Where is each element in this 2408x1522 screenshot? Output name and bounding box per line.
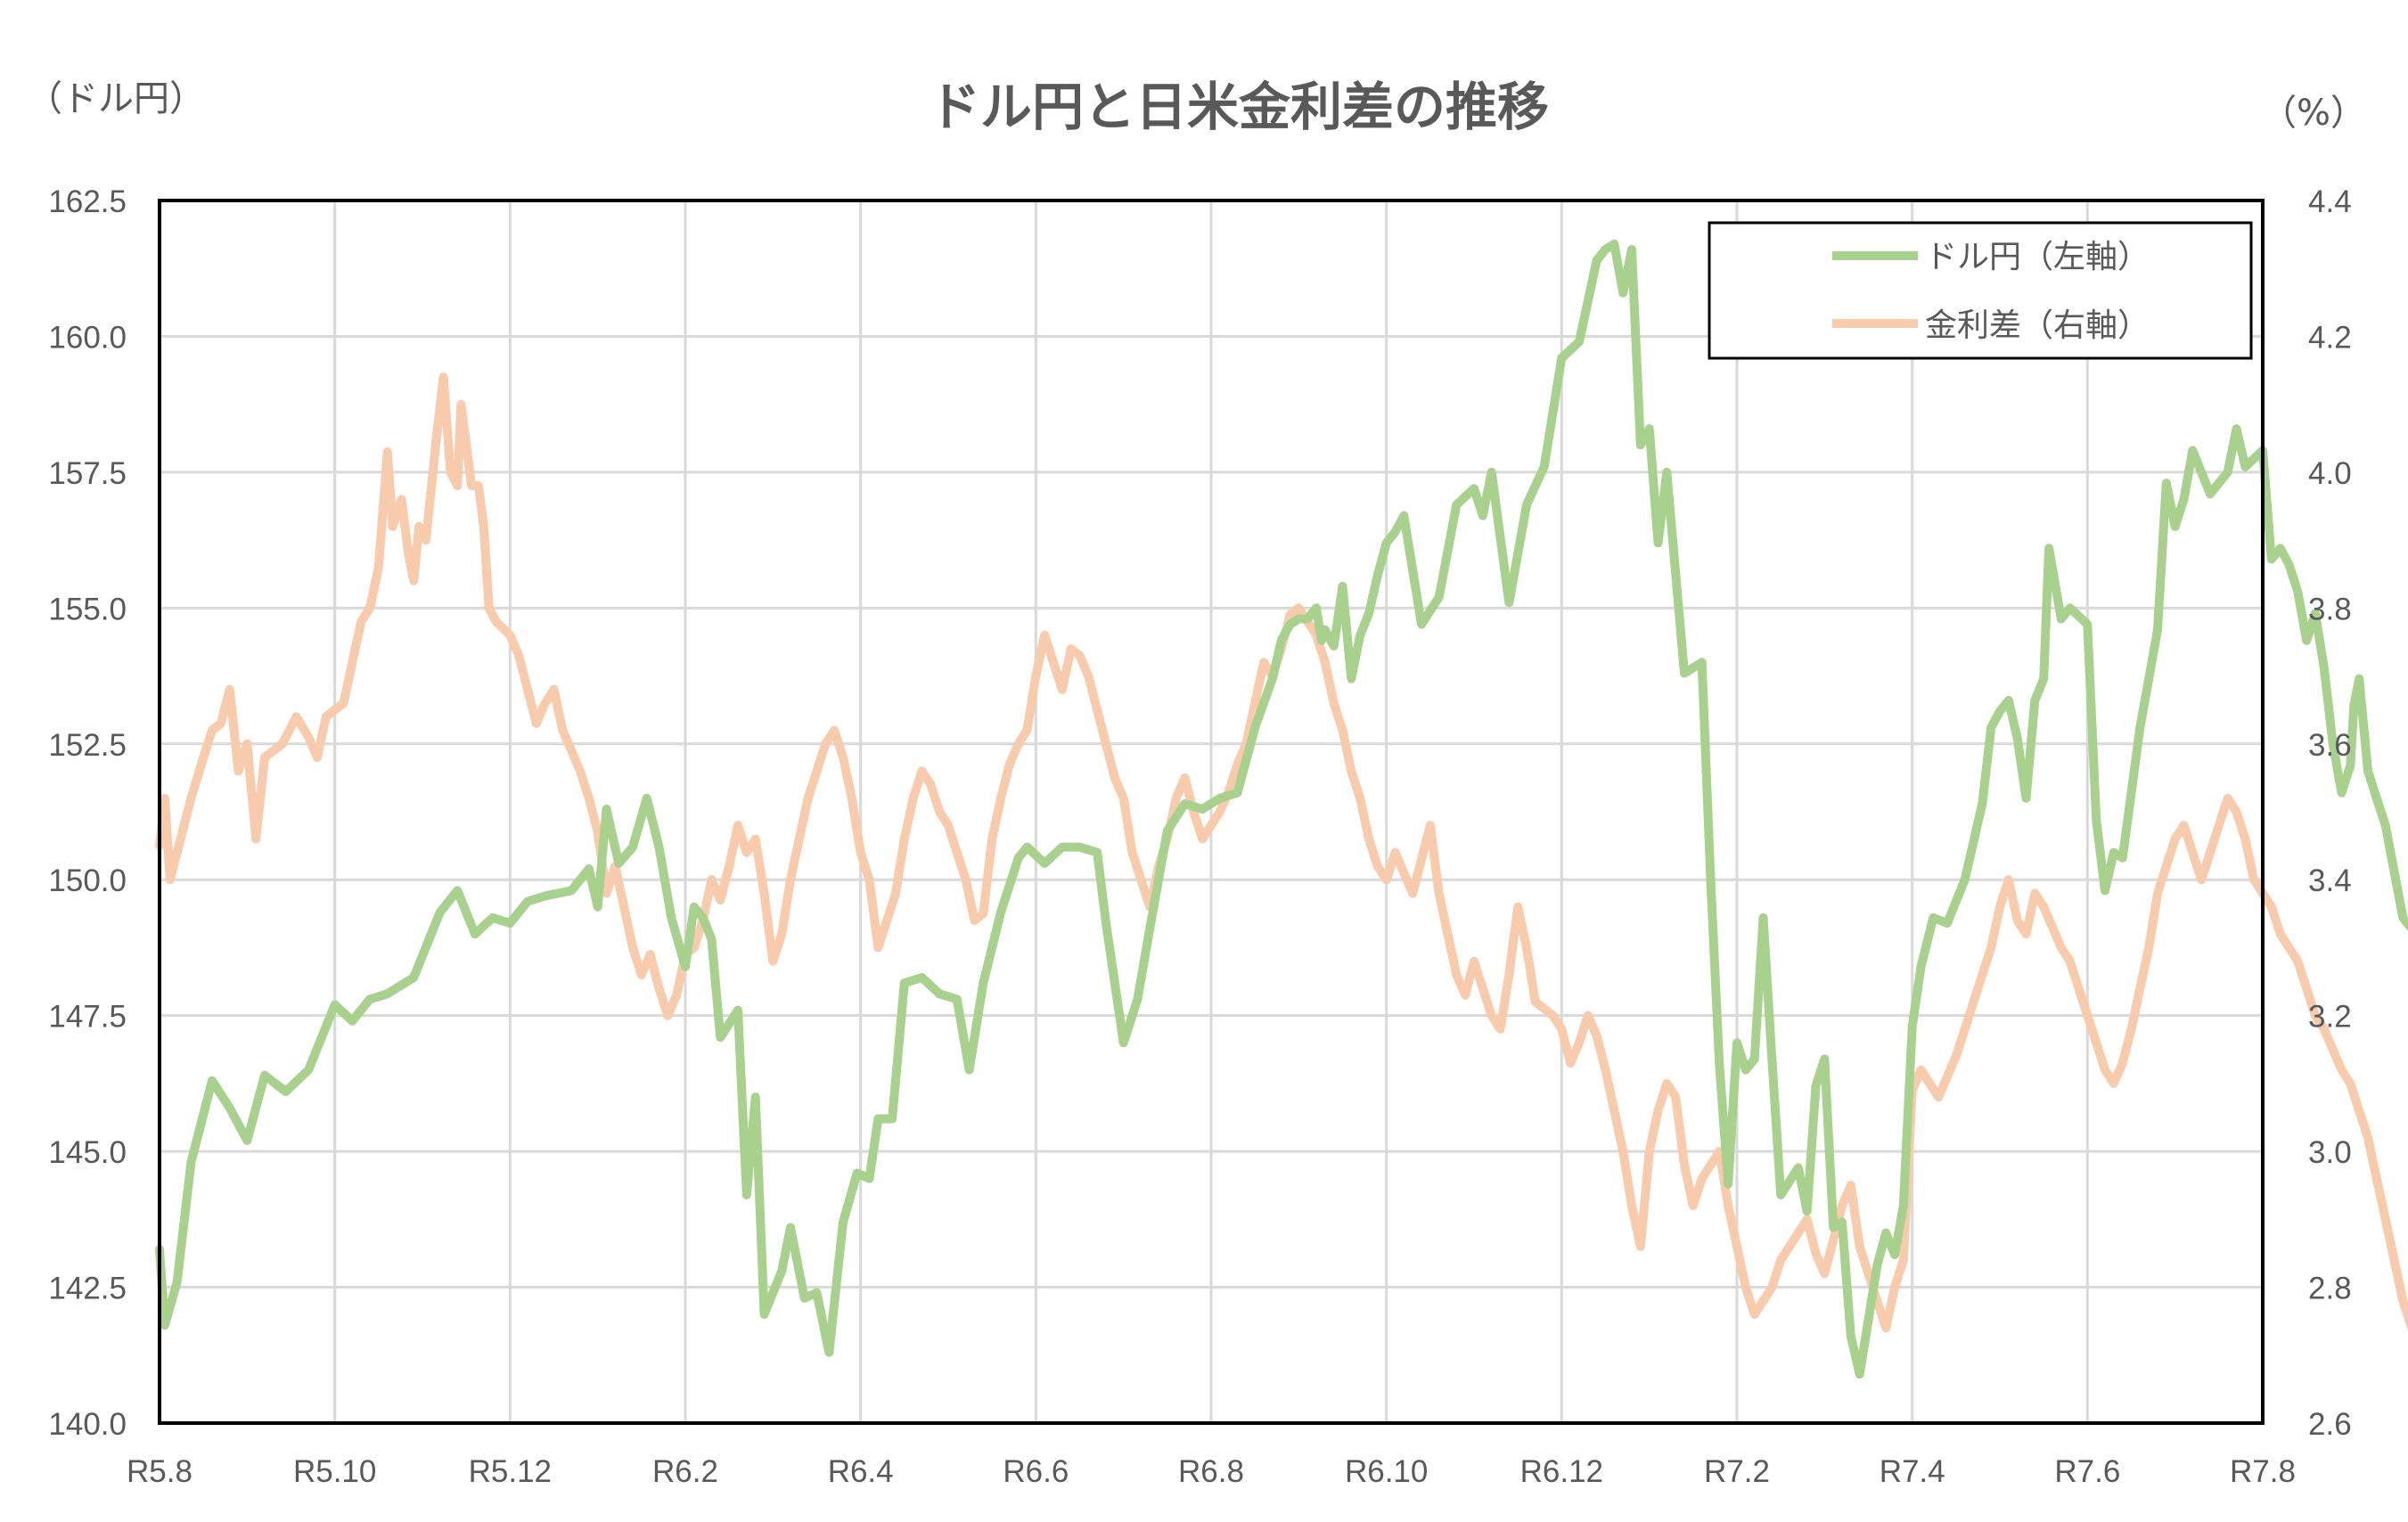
chart-title: ドル円と日米金利差の推移	[929, 77, 1549, 137]
right-tick-label: 2.8	[2308, 1272, 2352, 1306]
legend-box	[1708, 221, 2253, 360]
left-tick-label: 157.5	[48, 456, 127, 491]
x-tick-label: R6.4	[828, 1454, 894, 1489]
x-tick-label: R7.8	[2230, 1454, 2296, 1489]
x-axis-ticks: R5.8 R5.10 R5.12 R6.2 R6.4 R6.6 R6.8 R6.10 R6.12…	[127, 1454, 2296, 1489]
x-tick-label: R6.12	[1520, 1454, 1603, 1489]
x-tick-label: R5.8	[127, 1454, 192, 1489]
x-tick-label: R6.10	[1345, 1454, 1428, 1489]
left-tick-label: 162.5	[48, 184, 127, 219]
right-tick-label: 2.6	[2308, 1407, 2352, 1442]
x-tick-label: R5.12	[469, 1454, 552, 1489]
x-tick-label: R7.6	[2054, 1454, 2120, 1489]
right-tick-label: 3.8	[2308, 592, 2352, 626]
right-axis-ticks: 2.6 2.8 3.0 3.2 3.4 3.6 3.8 4.0 4.2 4.4	[2308, 184, 2352, 1442]
x-tick-label: R6.6	[1003, 1454, 1069, 1489]
left-tick-label: 147.5	[48, 1000, 127, 1035]
x-tick-label: R7.4	[1880, 1454, 1945, 1489]
left-tick-label: 150.0	[48, 863, 127, 898]
right-tick-label: 4.2	[2308, 320, 2352, 355]
x-tick-label: R7.2	[1704, 1454, 1770, 1489]
right-tick-label: 3.2	[2308, 1000, 2352, 1035]
left-tick-label: 160.0	[48, 320, 127, 355]
series-layer	[155, 239, 2408, 1379]
left-tick-label: 140.0	[48, 1407, 127, 1442]
right-tick-label: 3.4	[2308, 863, 2352, 898]
legend-label-spread: 金利差（右軸）	[1925, 307, 2150, 344]
right-tick-label: 4.0	[2308, 456, 2352, 491]
left-axis-unit: （ドル円）	[27, 78, 205, 119]
x-tick-label: R6.8	[1178, 1454, 1244, 1489]
left-axis-ticks: 140.0 142.5 145.0 147.5 150.0 152.5 155.0 157.5…	[48, 184, 127, 1442]
left-tick-label: 155.0	[48, 592, 127, 626]
series-usdjpy-line	[155, 239, 2408, 1379]
left-tick-label: 145.0	[48, 1135, 127, 1170]
x-tick-label: R5.10	[293, 1454, 376, 1489]
right-tick-label: 3.6	[2308, 728, 2352, 763]
left-tick-label: 142.5	[48, 1272, 127, 1306]
right-axis-unit: （%）	[2261, 93, 2366, 134]
x-tick-label: R6.2	[652, 1454, 718, 1489]
left-tick-label: 152.5	[48, 728, 127, 763]
right-tick-label: 3.0	[2308, 1135, 2352, 1170]
legend-label-usdjpy: ドル円（左軸）	[1925, 239, 2150, 275]
plot-area-border	[158, 199, 2265, 1425]
legend: ドル円（左軸） 金利差（右軸）	[1708, 221, 2253, 360]
series-spread-line	[155, 372, 2408, 1333]
right-tick-label: 4.4	[2308, 184, 2352, 219]
